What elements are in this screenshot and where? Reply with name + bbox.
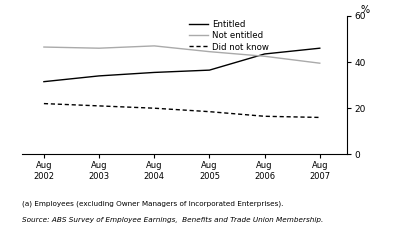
Text: (a) Employees (excluding Owner Managers of Incorporated Enterprises).: (a) Employees (excluding Owner Managers … — [22, 201, 283, 207]
Legend: Entitled, Not entitled, Did not know: Entitled, Not entitled, Did not know — [189, 20, 269, 52]
Text: %: % — [361, 5, 370, 15]
Text: Source: ABS Survey of Employee Earnings,  Benefits and Trade Union Membership.: Source: ABS Survey of Employee Earnings,… — [22, 217, 323, 223]
